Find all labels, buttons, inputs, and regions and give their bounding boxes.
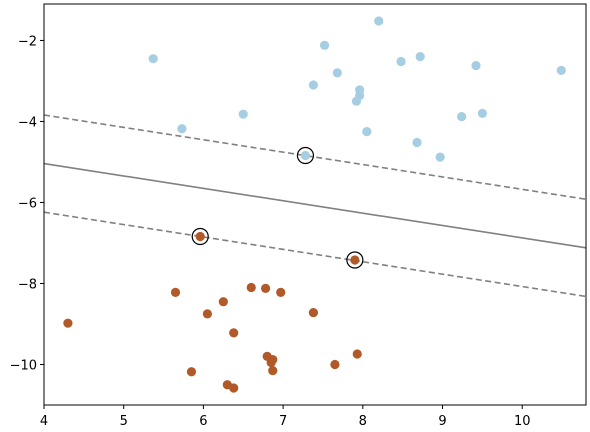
y-tick-label: −6 (18, 196, 37, 211)
point-class-1 (170, 287, 181, 297)
point-class-0 (471, 60, 481, 71)
point-class-1 (260, 283, 271, 293)
x-tick-label: 5 (120, 414, 128, 429)
point-class-0 (457, 112, 467, 122)
y-tick-label: −8 (18, 277, 37, 292)
point-class-1 (246, 282, 256, 293)
support-vector-rings (191, 146, 364, 269)
y-axis-ticks: −10 −8 −6 −4 −2 (10, 34, 44, 373)
point-class-1 (195, 231, 205, 242)
y-tick-label: −4 (18, 115, 37, 130)
point-class-1 (268, 355, 278, 365)
point-class-0 (396, 56, 406, 67)
support-vector-ring (346, 251, 364, 269)
point-class-1 (308, 308, 319, 318)
boundary-lines (43, 114, 587, 298)
y-tick-label: −2 (18, 34, 37, 49)
x-tick-label: 7 (279, 414, 287, 429)
support-vector-ring (296, 146, 315, 165)
decision-boundary-line (43, 162, 587, 249)
point-class-0 (319, 40, 330, 50)
x-tick-label: 9 (438, 414, 446, 429)
point-class-1 (268, 365, 278, 376)
point-class-1 (229, 383, 239, 393)
x-tick-label: 6 (199, 414, 207, 429)
point-class-0 (477, 108, 487, 118)
point-class-1 (202, 309, 212, 319)
point-class-0 (308, 80, 319, 90)
scatter-points (63, 16, 566, 393)
point-class-1 (218, 297, 228, 307)
y-tick-label: −10 (10, 358, 37, 373)
margin-line-upper (43, 114, 587, 201)
x-axis-ticks: 4 5 6 7 8 9 10 (40, 405, 531, 429)
point-class-0 (412, 137, 422, 148)
margin-line-lower (43, 211, 587, 298)
point-class-0 (177, 124, 187, 134)
point-class-0 (148, 54, 158, 64)
point-class-1 (352, 349, 362, 359)
point-class-0 (435, 152, 445, 162)
point-class-1 (186, 367, 197, 377)
point-class-0 (415, 52, 425, 62)
point-class-1 (229, 328, 239, 338)
point-class-0 (238, 109, 248, 119)
support-vector-ring (191, 227, 209, 246)
point-class-0 (355, 85, 365, 95)
point-class-0 (300, 150, 311, 161)
point-class-0 (556, 65, 566, 76)
point-class-0 (362, 126, 372, 137)
x-tick-label: 10 (514, 414, 531, 429)
point-class-1 (330, 359, 340, 370)
point-class-0 (374, 16, 384, 26)
plot-frame (43, 3, 587, 406)
point-class-1 (276, 287, 286, 297)
point-class-1 (350, 255, 360, 265)
x-tick-label: 4 (40, 414, 48, 429)
x-tick-label: 8 (359, 414, 367, 429)
point-class-1 (63, 318, 73, 328)
point-class-0 (332, 68, 342, 78)
